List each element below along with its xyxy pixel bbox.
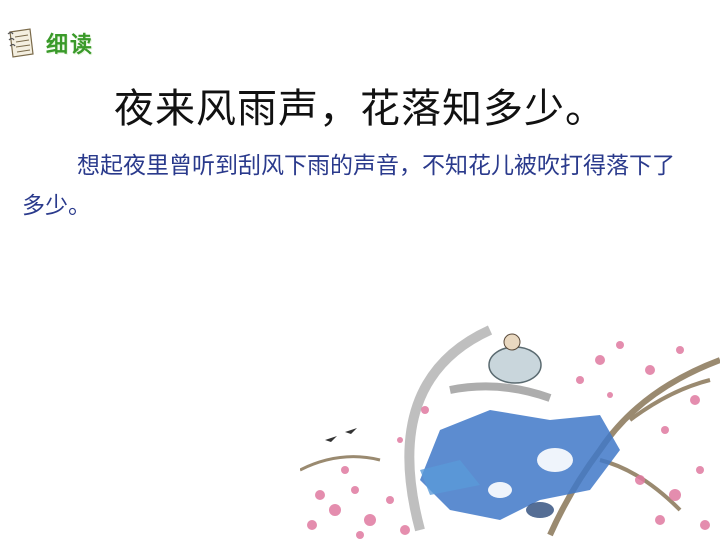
ink-painting-illustration — [300, 325, 720, 539]
notebook-icon — [7, 28, 34, 58]
section-header: 细读 — [4, 26, 94, 60]
poem-line: 夜来风雨声，花落知多少。 — [114, 86, 606, 132]
section-label: 细读 — [46, 33, 95, 58]
translation-text: 想起夜里曾听到刮风下雨的声音，不知花儿被吹打得落下了多少。 — [22, 153, 675, 219]
